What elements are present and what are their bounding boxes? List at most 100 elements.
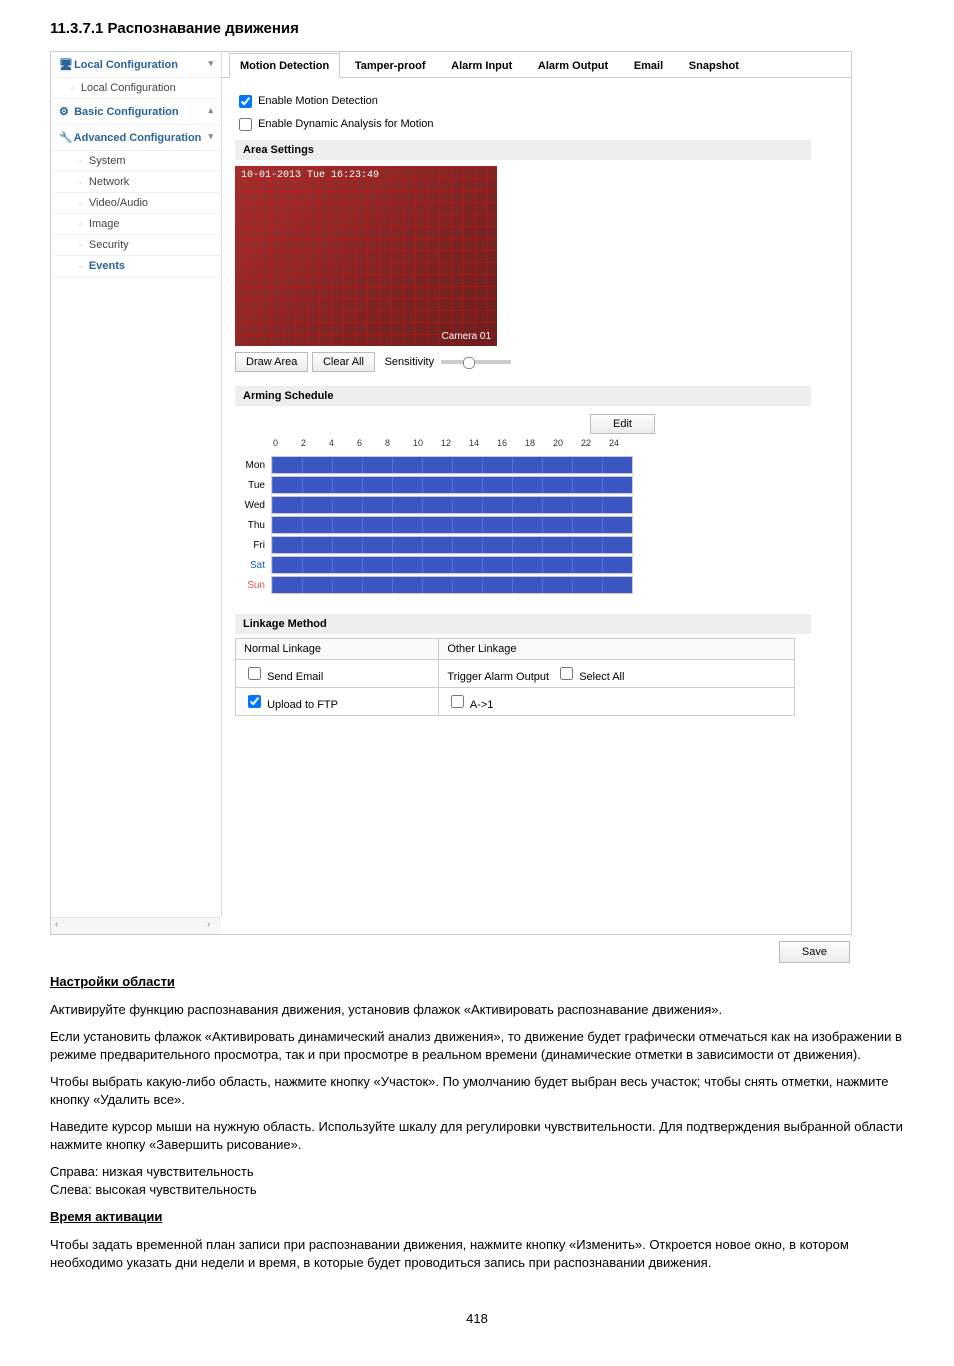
paragraph: Наведите курсор мыши на нужную область. …	[50, 1118, 904, 1153]
sidebar-item-local-conf[interactable]: ◦ Local Configuration	[51, 78, 221, 99]
scroll-right-icon[interactable]: ›	[207, 919, 210, 930]
page-number: 418	[50, 1311, 904, 1326]
paragraph: Чтобы задать временной план записи при р…	[50, 1236, 904, 1271]
linkage-method-header: Linkage Method	[235, 614, 811, 634]
select-all-input[interactable]	[560, 667, 573, 680]
sensitivity-label: Sensitivity	[385, 356, 435, 368]
paragraph: Чтобы выбрать какую-либо область, нажмит…	[50, 1073, 904, 1108]
sidebar-item-system[interactable]: ◦ System	[51, 151, 221, 172]
checkbox-label: A->1	[470, 699, 494, 711]
sidebar-item-events[interactable]: ◦ Events	[51, 256, 221, 277]
sidebar: 🖥 Local Configuration ▾ ◦ Local Configur…	[51, 52, 222, 917]
schedule-day-bar[interactable]	[271, 516, 633, 534]
sidebar-head-label: Local Configuration	[74, 59, 178, 71]
enable-motion-detection-checkbox[interactable]: Enable Motion Detection	[235, 95, 378, 107]
scroll-left-icon[interactable]: ‹	[55, 919, 58, 930]
schedule-day-bar[interactable]	[271, 496, 633, 514]
send-email-checkbox[interactable]: Send Email	[244, 671, 323, 683]
schedule-grid: MonTueWedThuFriSatSun	[235, 456, 655, 596]
sidebar-item-label: Security	[89, 239, 129, 251]
subhead-activation-time: Время активации	[50, 1208, 904, 1226]
sidebar-item-security[interactable]: ◦ Security	[51, 235, 221, 256]
schedule-day-label: Fri	[235, 540, 271, 551]
sidebar-item-videoaudio[interactable]: ◦ Video/Audio	[51, 193, 221, 214]
enable-dynamic-analysis-input[interactable]	[239, 118, 252, 131]
edit-schedule-button[interactable]: Edit	[590, 414, 655, 434]
sidebar-item-label: Video/Audio	[89, 197, 148, 209]
section-title: 11.3.7.1 Распознавание движения	[50, 20, 904, 37]
tab-alarm-input[interactable]: Alarm Input	[440, 53, 523, 78]
select-all-checkbox[interactable]: Select All	[556, 671, 624, 683]
sidebar-item-label: System	[89, 155, 126, 167]
enable-dynamic-analysis-checkbox[interactable]: Enable Dynamic Analysis for Motion	[235, 118, 434, 130]
upload-ftp-checkbox[interactable]: Upload to FTP	[244, 699, 338, 711]
schedule-row: Fri	[235, 536, 655, 556]
bullet-icon: ◦	[79, 178, 82, 187]
sidebar-advanced-configuration[interactable]: 🔧 Advanced Configuration ▾	[51, 125, 221, 151]
schedule-hour-tick: 8	[385, 438, 413, 448]
sidebar-item-label: Local Configuration	[81, 82, 176, 94]
sidebar-scrollbar[interactable]: ‹ ›	[51, 917, 221, 934]
panel-body: Enable Motion Detection Enable Dynamic A…	[221, 78, 851, 726]
schedule-hour-tick: 18	[525, 438, 553, 448]
schedule-row: Sat	[235, 556, 655, 576]
area-settings-header: Area Settings	[235, 140, 811, 160]
subhead-area-settings: Настройки области	[50, 973, 904, 991]
tab-tamper-proof[interactable]: Tamper-proof	[344, 53, 437, 78]
bullet-icon: ◦	[71, 84, 74, 93]
schedule-row: Thu	[235, 516, 655, 536]
schedule-row: Wed	[235, 496, 655, 516]
paragraph: Слева: высокая чувствительность	[50, 1181, 904, 1199]
schedule-day-bar[interactable]	[271, 576, 633, 594]
arming-schedule-header: Arming Schedule	[235, 386, 811, 406]
schedule-hour-tick: 14	[469, 438, 497, 448]
a1-checkbox[interactable]: A->1	[447, 699, 493, 711]
enable-motion-detection-input[interactable]	[239, 95, 252, 108]
tab-email[interactable]: Email	[623, 53, 674, 78]
save-button[interactable]: Save	[779, 941, 850, 963]
schedule-day-bar[interactable]	[271, 556, 633, 574]
send-email-input[interactable]	[248, 667, 261, 680]
bullet-icon: ◦	[79, 220, 82, 229]
chevron-up-icon: ▴	[208, 105, 213, 116]
chevron-down-icon: ▾	[208, 58, 213, 69]
bullet-icon: ◦	[79, 241, 82, 250]
main-panel: Motion Detection Tamper-proof Alarm Inpu…	[221, 52, 851, 726]
video-preview-area[interactable]: 10-01-2013 Tue 16:23:49 Camera 01	[235, 166, 497, 346]
schedule-hour-tick: 10	[413, 438, 441, 448]
bullet-icon: ◦	[79, 199, 82, 208]
schedule-day-bar[interactable]	[271, 456, 633, 474]
bullet-icon: ◦	[79, 262, 82, 271]
schedule-day-label: Tue	[235, 480, 271, 491]
paragraph: Справа: низкая чувствительность	[50, 1163, 904, 1181]
tab-motion-detection[interactable]: Motion Detection	[229, 53, 340, 78]
schedule-day-bar[interactable]	[271, 536, 633, 554]
schedule-day-bar[interactable]	[271, 476, 633, 494]
sidebar-basic-configuration[interactable]: ⚙ Basic Configuration ▴	[51, 99, 221, 125]
schedule-hour-tick: 4	[329, 438, 357, 448]
draw-area-button[interactable]: Draw Area	[235, 352, 308, 372]
tab-snapshot[interactable]: Snapshot	[678, 53, 750, 78]
config-screenshot: 🖥 Local Configuration ▾ ◦ Local Configur…	[50, 51, 852, 935]
upload-ftp-input[interactable]	[248, 695, 261, 708]
sidebar-item-image[interactable]: ◦ Image	[51, 214, 221, 235]
video-timestamp: 10-01-2013 Tue 16:23:49	[241, 170, 379, 181]
schedule-hour-tick: 12	[441, 438, 469, 448]
a1-input[interactable]	[451, 695, 464, 708]
checkbox-label: Upload to FTP	[267, 699, 338, 711]
schedule-hour-tick: 0	[273, 438, 301, 448]
wrench-icon: 🔧	[59, 131, 71, 144]
slider-thumb[interactable]	[463, 357, 475, 369]
tab-alarm-output[interactable]: Alarm Output	[527, 53, 619, 78]
clear-all-button[interactable]: Clear All	[312, 352, 375, 372]
schedule-day-label: Thu	[235, 520, 271, 531]
checkbox-label: Enable Dynamic Analysis for Motion	[258, 118, 433, 130]
schedule-hour-tick: 20	[553, 438, 581, 448]
sensitivity-slider[interactable]	[441, 360, 511, 364]
schedule-hour-tick: 16	[497, 438, 525, 448]
schedule-hour-tick: 24	[609, 438, 637, 448]
video-camera-label: Camera 01	[442, 331, 491, 342]
paragraph: Если установить флажок «Активировать дин…	[50, 1028, 904, 1063]
sidebar-local-configuration[interactable]: 🖥 Local Configuration ▾	[51, 52, 221, 78]
sidebar-item-network[interactable]: ◦ Network	[51, 172, 221, 193]
